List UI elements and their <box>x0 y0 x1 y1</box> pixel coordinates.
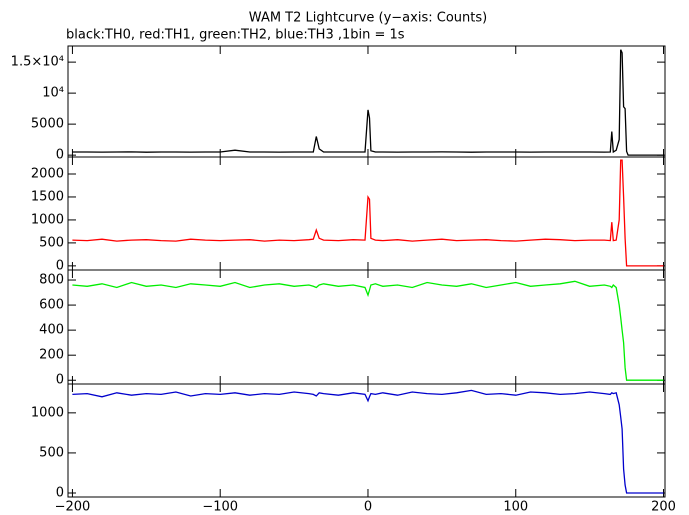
y-tick-label: 500 <box>39 445 64 460</box>
y-tick-label: 0 <box>56 258 64 273</box>
y-tick-label: 500 <box>39 235 64 250</box>
y-tick-label: 800 <box>39 273 64 288</box>
y-tick-label: 0 <box>56 148 64 163</box>
y-tick-label: 5000 <box>31 117 64 132</box>
series-line <box>72 280 664 381</box>
series-line <box>72 159 664 267</box>
y-tick-label: 0 <box>56 373 64 388</box>
y-tick-label: 600 <box>39 298 64 313</box>
y-tick-label: 200 <box>39 348 64 363</box>
x-tick-label: −100 <box>202 500 238 515</box>
y-tick-label: 0 <box>56 485 64 500</box>
y-tick-label: 2000 <box>31 166 64 181</box>
series-line <box>72 49 664 156</box>
series-line <box>72 389 664 494</box>
x-tick-label: 0 <box>364 500 372 515</box>
panel-frame <box>67 383 666 498</box>
y-tick-label: 400 <box>39 323 64 338</box>
y-tick-label: 1000 <box>31 212 64 227</box>
y-tick-label: 1.5×10⁴ <box>11 55 64 70</box>
x-tick-label: 200 <box>651 500 676 515</box>
y-tick-label: 1500 <box>31 189 64 204</box>
chart-title: WAM T2 Lightcurve (y−axis: Counts) <box>249 11 487 26</box>
y-tick-label: 10⁴ <box>42 86 64 101</box>
chart-subtitle: black:TH0, red:TH1, green:TH2, blue:TH3 … <box>66 28 405 43</box>
panel-frame <box>67 45 666 158</box>
panel-frame <box>67 269 666 385</box>
y-tick-label: 1000 <box>31 405 64 420</box>
x-tick-label: −200 <box>55 500 91 515</box>
x-tick-label: 100 <box>503 500 528 515</box>
